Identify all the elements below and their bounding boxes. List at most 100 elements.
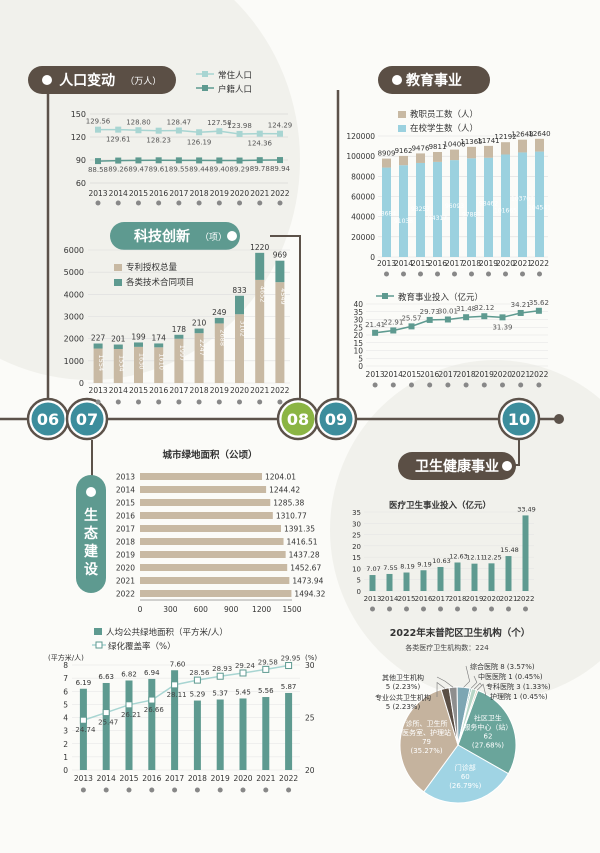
ecology-title: 建 bbox=[84, 543, 98, 560]
y-tick-label: 3000 bbox=[64, 313, 84, 322]
pie-slice bbox=[399, 688, 459, 793]
coverage-point bbox=[171, 681, 179, 689]
investment-value-label: 21.41 bbox=[365, 321, 385, 329]
legend-marker bbox=[114, 264, 122, 271]
pie-leader-line bbox=[436, 676, 454, 688]
green-per-capita-value-label: 5.37 bbox=[212, 690, 228, 698]
y-tick-label: 35 bbox=[353, 308, 363, 317]
health-investment-bar bbox=[437, 567, 444, 591]
coverage-value-label: 25.47 bbox=[98, 719, 118, 727]
x-tick-label: 2022 bbox=[517, 595, 535, 603]
year-dot bbox=[536, 382, 542, 388]
health-investment-bar bbox=[488, 563, 495, 591]
coverage-value-label: 24.74 bbox=[75, 726, 96, 734]
population-value-label: 127.58 bbox=[207, 119, 232, 127]
y-tick-label: 0 bbox=[79, 379, 84, 388]
green-per-capita-bar bbox=[285, 692, 293, 770]
year-dot bbox=[115, 200, 121, 206]
patent-value-label: 3102 bbox=[239, 320, 247, 337]
legend-marker bbox=[202, 85, 208, 91]
population-point bbox=[236, 130, 243, 137]
year-dot bbox=[156, 399, 162, 405]
health-investment-bar bbox=[505, 556, 512, 591]
x-tick-label: 2020 bbox=[496, 259, 515, 268]
pie-slice-label: 其他卫生机构 bbox=[382, 673, 424, 682]
patent-value-label: 1630 bbox=[138, 353, 146, 370]
x-tick-label: 2013 bbox=[377, 259, 396, 268]
year-dot bbox=[489, 606, 494, 612]
student-value-label: 104541 bbox=[528, 205, 551, 212]
section-badge-number: 09 bbox=[325, 410, 347, 429]
green-area-bar bbox=[140, 512, 273, 519]
population-point bbox=[277, 130, 283, 137]
x-tick-label: 2022 bbox=[529, 370, 548, 379]
health-investment-value-label: 33.49 bbox=[517, 505, 536, 513]
year-dot bbox=[194, 787, 200, 793]
population-point bbox=[135, 157, 142, 164]
green-per-capita-value-label: 7.60 bbox=[170, 660, 186, 668]
x-tick-label: 2021 bbox=[256, 774, 275, 783]
health-investment-value-label: 12.63 bbox=[449, 552, 468, 560]
x-tick-label: 2022 bbox=[270, 386, 289, 395]
investment-value-label: 34.21 bbox=[511, 301, 531, 309]
x-tick-label: 2021 bbox=[250, 386, 269, 395]
green-per-capita-bar bbox=[125, 680, 133, 770]
staff-bar bbox=[467, 146, 476, 159]
title-dot bbox=[42, 75, 52, 85]
year-dot bbox=[217, 787, 223, 793]
section-badge-fill bbox=[319, 402, 353, 436]
pie-slice-label: 5 (2.23%) bbox=[386, 683, 421, 691]
green-per-capita-value-label: 5.87 bbox=[281, 683, 297, 691]
pie-leader-line bbox=[476, 683, 487, 697]
health-investment-value-label: 15.48 bbox=[500, 546, 519, 554]
population-value-label: 89.94 bbox=[270, 165, 291, 173]
health-investment-value-label: 7.07 bbox=[366, 565, 380, 573]
coverage-value-label: 29.58 bbox=[258, 658, 278, 666]
coverage-value-label: 28.56 bbox=[189, 669, 210, 677]
population-title-unit: （万人） bbox=[125, 76, 161, 87]
year-dot bbox=[401, 271, 406, 277]
green-area-value-label: 1310.77 bbox=[276, 512, 307, 521]
pie-slice-label: 中医医院 1 (0.45%) bbox=[478, 672, 543, 681]
pie-leader-line bbox=[470, 675, 478, 689]
y-tick-label: 100000 bbox=[346, 152, 375, 161]
x-tick-label: 2017 bbox=[432, 595, 450, 603]
pie-slice-label: 门诊部 bbox=[455, 763, 476, 772]
year-dot bbox=[263, 787, 269, 793]
green-per-capita-value-label: 5.56 bbox=[258, 687, 274, 695]
education-title-pill bbox=[378, 66, 490, 94]
pie-leader-line bbox=[473, 682, 483, 690]
pie-slice bbox=[423, 744, 510, 804]
x-tick-label: 2016 bbox=[415, 595, 433, 603]
population-value-label: 129.56 bbox=[86, 118, 111, 126]
year-dot bbox=[277, 200, 283, 206]
x-tick-label: 2021 bbox=[250, 189, 269, 198]
legend-label: 绿化覆盖率（%） bbox=[108, 641, 176, 652]
staff-value-label: 12192 bbox=[494, 133, 516, 141]
investment-point bbox=[408, 323, 415, 330]
pie-slice-label: 诊所、卫生所 bbox=[406, 719, 448, 728]
green-area-value-label: 1452.67 bbox=[290, 564, 321, 573]
green-area-bar bbox=[140, 564, 288, 571]
investment-point bbox=[481, 313, 488, 320]
investment-line bbox=[375, 310, 539, 334]
pie-title: 2022年末普陀区卫生机构（个） bbox=[390, 627, 530, 639]
green-area-bar bbox=[140, 499, 271, 506]
y-tick-label: 2014 bbox=[116, 486, 135, 495]
coverage-value-label: 26.66 bbox=[144, 706, 165, 714]
title-dot bbox=[86, 487, 96, 497]
contract-value-label: 969 bbox=[273, 251, 288, 260]
patent-bar bbox=[134, 346, 143, 383]
legend-label: 常住人口 bbox=[218, 70, 252, 81]
population-value-label: 126.19 bbox=[187, 138, 212, 146]
x-tick-label: 2013 bbox=[89, 386, 108, 395]
population-value-label: 124.29 bbox=[268, 122, 293, 130]
patent-bar bbox=[275, 282, 285, 383]
chart-title: 城市绿地面积（公顷） bbox=[162, 449, 257, 461]
legend-label: 人均公共绿地面积（平方米/人） bbox=[106, 627, 228, 638]
contract-bar bbox=[93, 343, 103, 349]
population-value-label: 128.23 bbox=[146, 137, 171, 145]
patent-value-label: 2688 bbox=[218, 329, 226, 346]
x-tick-label: 2013 bbox=[88, 189, 107, 198]
